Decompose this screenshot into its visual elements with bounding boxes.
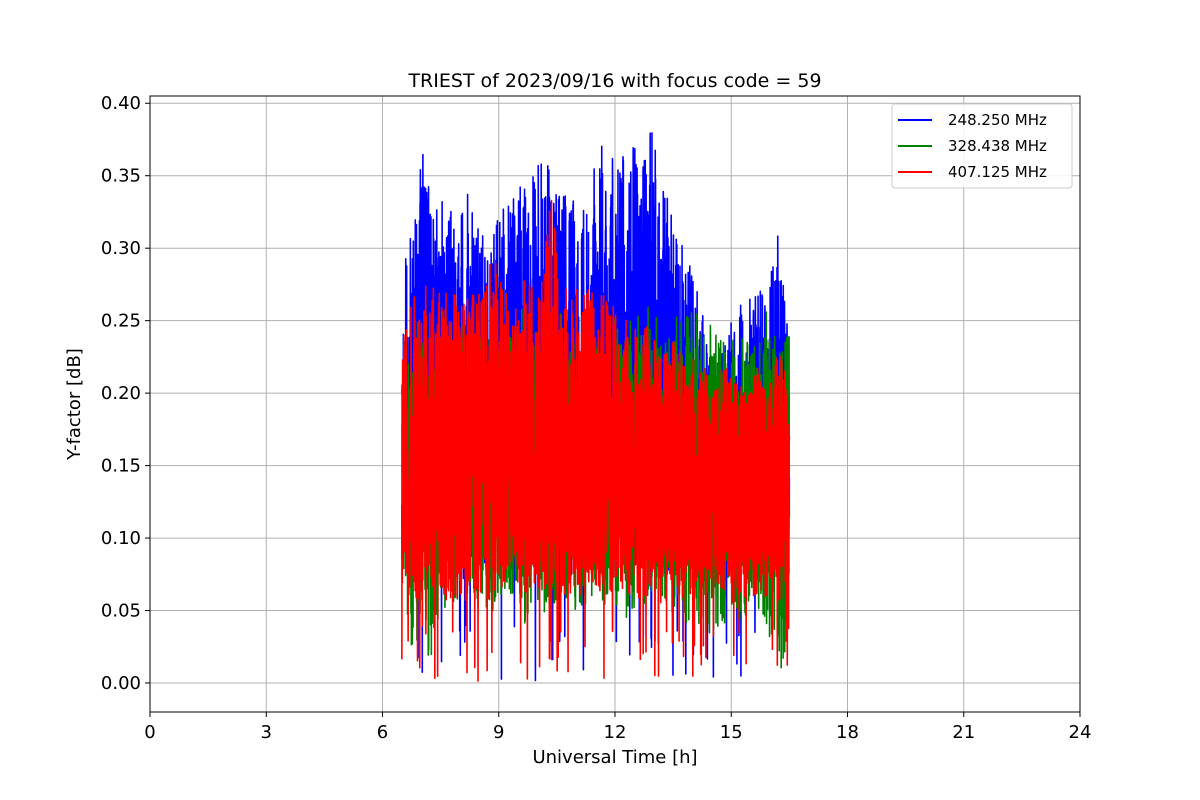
y-tick-label: 0.40 <box>101 93 141 114</box>
y-tick-label: 0.15 <box>101 456 141 477</box>
legend-box <box>891 103 1073 189</box>
y-tick-label: 0.30 <box>101 238 141 259</box>
x-tick-label: 15 <box>720 722 743 743</box>
chart-title: TRIEST of 2023/09/16 with focus code = 5… <box>407 70 821 92</box>
x-tick-label: 3 <box>261 722 272 743</box>
y-tick-label: 0.25 <box>101 311 141 332</box>
x-tick-label: 9 <box>493 722 504 743</box>
y-tick-label: 0.20 <box>101 383 141 404</box>
y-axis-title: Y-factor [dB] <box>64 348 85 461</box>
y-axis: 0.00 0.05 0.10 0.15 0.20 0.25 0.30 0.35 0.40 <box>101 93 150 694</box>
x-tick-label: 6 <box>377 722 388 743</box>
x-tick-label: 18 <box>836 722 859 743</box>
y-tick-label: 0.05 <box>101 601 141 622</box>
x-axis: 0 3 6 9 12 15 18 21 24 <box>144 712 1091 743</box>
x-axis-title: Universal Time [h] <box>532 747 697 768</box>
y-tick-label: 0.35 <box>101 166 141 187</box>
legend-entry: 248.250 MHz <box>948 111 1047 129</box>
legend-entry: 407.125 MHz <box>948 163 1047 181</box>
y-tick-label: 0.00 <box>101 673 141 694</box>
legend: 248.250 MHz 328.438 MHz 407.125 MHz <box>891 103 1073 189</box>
x-tick-label: 0 <box>144 722 155 743</box>
series-layer <box>401 132 791 682</box>
series-line-3 <box>401 199 791 682</box>
y-tick-label: 0.10 <box>101 528 141 549</box>
x-tick-label: 21 <box>952 722 975 743</box>
x-tick-label: 12 <box>604 722 627 743</box>
legend-entry: 328.438 MHz <box>948 137 1047 155</box>
x-tick-label: 24 <box>1069 722 1092 743</box>
